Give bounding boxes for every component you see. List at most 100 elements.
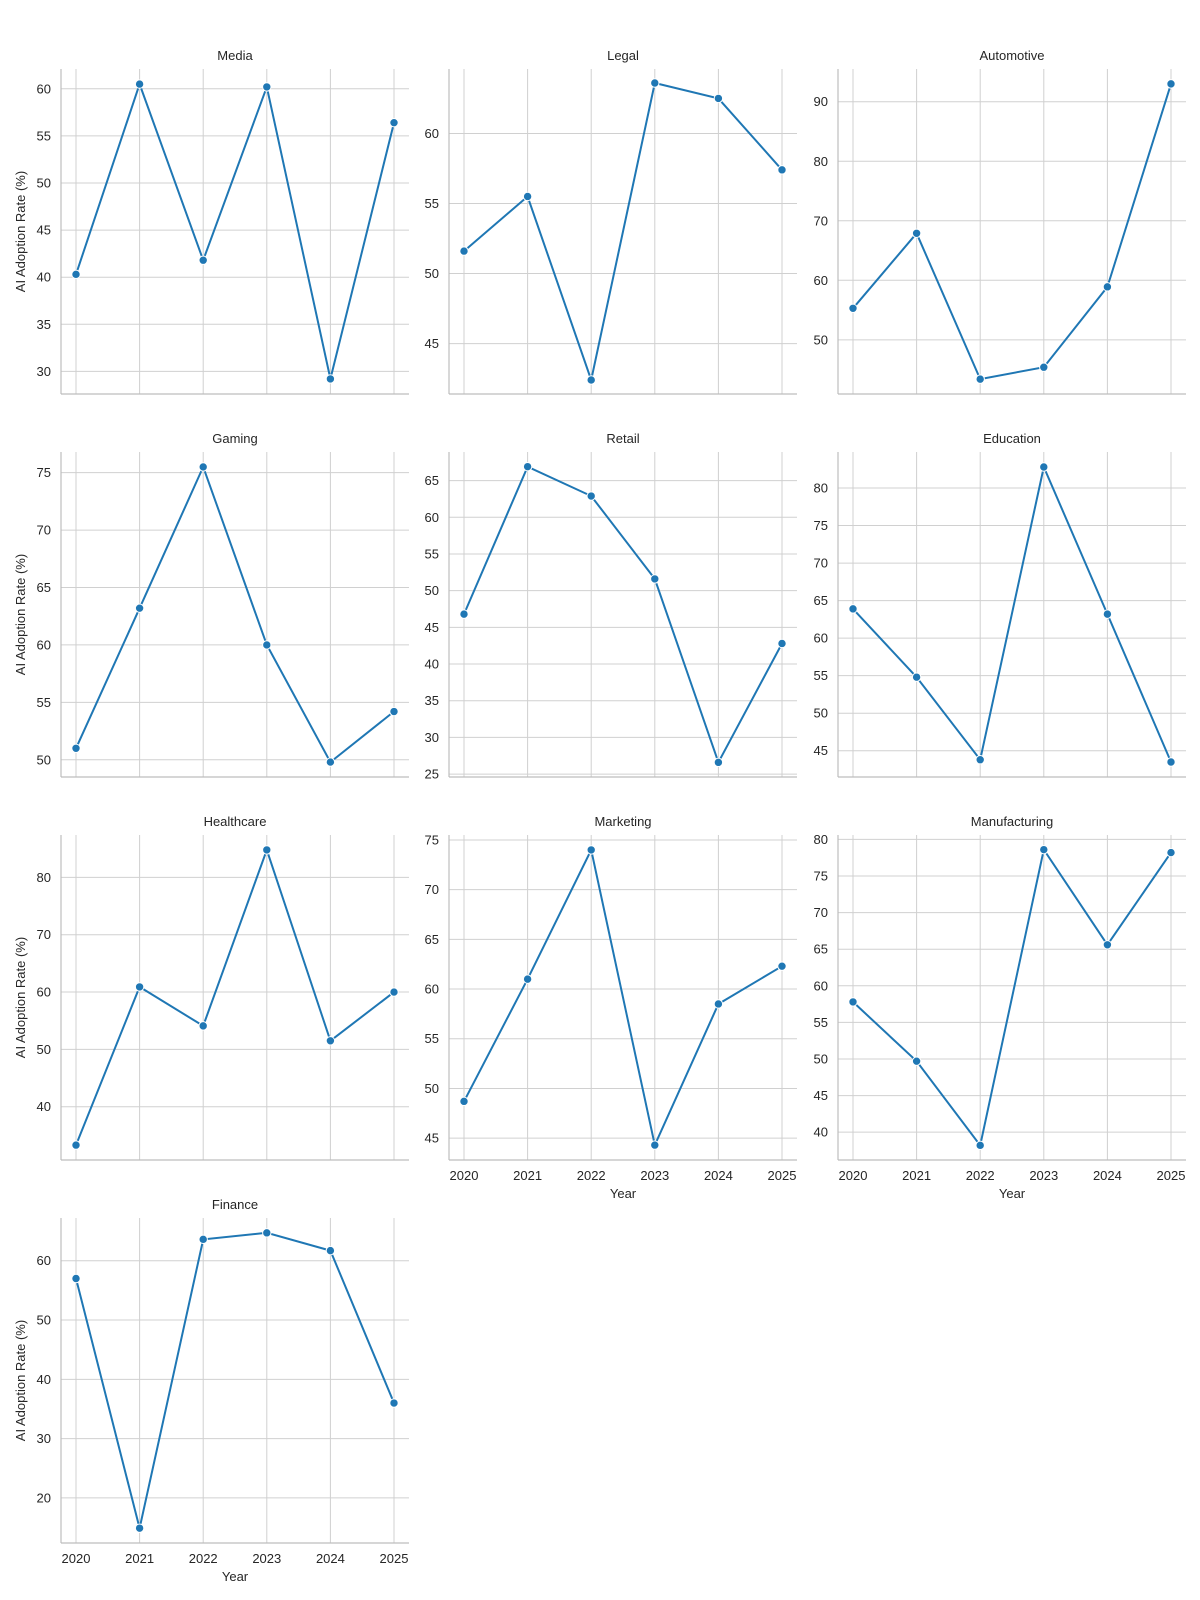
y-tick-label: 70 [425, 882, 439, 897]
panel-education: 45 50 55 60 65 70 75 80 Education [814, 431, 1186, 778]
y-tick-label: 60 [814, 978, 828, 993]
panel-legal: 45 50 55 60 Legal [425, 48, 797, 395]
data-point [198, 1234, 208, 1245]
series-line [75, 464, 395, 764]
data-point [134, 603, 145, 613]
y-tick-label: 45 [814, 743, 828, 758]
data-point [650, 1140, 660, 1150]
data-point [1039, 844, 1049, 855]
y-tick-label: 50 [37, 1313, 51, 1328]
x-tick-label: 2025 [1157, 1168, 1186, 1183]
data-point [713, 999, 724, 1009]
y-tick-label: 65 [814, 942, 828, 957]
panel-title: Education [983, 431, 1041, 446]
series-line [75, 81, 395, 380]
data-point [198, 1021, 208, 1031]
panel-title: Finance [212, 1197, 258, 1212]
y-tick-label: 70 [814, 905, 828, 920]
y-tick-label: 40 [37, 1099, 51, 1114]
y-tick-label: 55 [814, 668, 828, 683]
panel-healthcare: 40 50 60 70 80 Healthcare AI Adoption Rate (%) [13, 814, 409, 1161]
y-axis-label: AI Adoption Rate (%) [13, 554, 28, 675]
data-point [975, 1140, 985, 1151]
y-tick-label: 50 [425, 583, 439, 598]
y-tick-label: 60 [425, 126, 439, 141]
y-tick-label: 60 [814, 273, 828, 288]
y-tick-label: 50 [814, 1051, 828, 1066]
x-axis-label: Year [222, 1569, 249, 1584]
data-point [1166, 79, 1176, 89]
x-tick-label: 2020 [450, 1168, 479, 1183]
series-line [463, 465, 783, 765]
y-tick-label: 60 [37, 637, 51, 652]
data-point [777, 638, 787, 649]
data-point [198, 255, 208, 265]
y-tick-label: 65 [425, 473, 439, 488]
data-point [134, 982, 145, 992]
panel-title: Gaming [212, 431, 258, 446]
data-point [325, 1036, 336, 1046]
y-tick-label: 45 [425, 620, 439, 635]
data-point [71, 1140, 81, 1150]
data-point [325, 1245, 336, 1256]
x-tick-label: 2021 [902, 1168, 931, 1183]
y-tick-label: 60 [37, 985, 51, 1000]
y-tick-label: 20 [37, 1490, 51, 1505]
panel-title: Manufacturing [971, 814, 1053, 829]
x-tick-label: 2022 [966, 1168, 995, 1183]
data-point [586, 845, 596, 855]
panel-title: Automotive [979, 48, 1044, 63]
panel-retail: 25 30 35 40 45 50 55 60 65 Retail [425, 431, 797, 782]
panel-title: Media [217, 48, 253, 63]
data-point [1102, 940, 1113, 950]
y-tick-label: 40 [37, 1372, 51, 1387]
x-tick-label: 2022 [577, 1168, 606, 1183]
y-tick-label: 50 [37, 752, 51, 767]
y-axis-label: AI Adoption Rate (%) [13, 171, 28, 292]
series-line [852, 847, 1172, 1148]
series-line [852, 83, 1172, 381]
y-tick-label: 70 [37, 523, 51, 538]
data-point [1039, 462, 1049, 472]
panel-automotive: 50 60 70 80 90 Automotive [814, 48, 1186, 395]
y-tick-label: 60 [425, 510, 439, 525]
data-point [1039, 362, 1049, 372]
data-point [459, 246, 469, 256]
data-point [1166, 757, 1176, 767]
y-tick-label: 50 [425, 1081, 439, 1096]
y-tick-label: 45 [425, 336, 439, 351]
y-tick-label: 50 [37, 1042, 51, 1057]
data-point [777, 961, 787, 971]
panel-marketing: 45 50 55 60 65 70 75 Marketing 2020 2021 2022 2023 2… [425, 814, 797, 1201]
x-tick-label: 2022 [189, 1551, 218, 1566]
data-point [389, 706, 399, 717]
data-point [713, 93, 724, 104]
y-tick-label: 50 [814, 706, 828, 721]
data-point [650, 78, 660, 88]
y-tick-label: 30 [37, 1431, 51, 1446]
y-tick-label: 70 [814, 556, 828, 571]
y-tick-label: 55 [425, 546, 439, 561]
y-tick-label: 75 [814, 518, 828, 533]
data-point [325, 374, 336, 384]
y-tick-label: 40 [37, 270, 51, 285]
panel-title: Legal [607, 48, 639, 63]
y-tick-label: 80 [37, 870, 51, 885]
data-point [71, 269, 81, 280]
data-point [522, 191, 533, 202]
data-point [522, 461, 533, 472]
data-point [71, 1273, 81, 1284]
y-tick-label: 55 [37, 128, 51, 143]
series-line [75, 1231, 395, 1529]
y-tick-label: 90 [814, 94, 828, 109]
x-tick-label: 2023 [252, 1551, 281, 1566]
y-tick-label: 75 [425, 832, 439, 847]
data-point [848, 303, 858, 313]
y-tick-label: 70 [37, 927, 51, 942]
y-tick-label: 45 [37, 223, 51, 238]
y-tick-label: 35 [425, 693, 439, 708]
y-tick-label: 55 [814, 1015, 828, 1030]
data-point [848, 604, 858, 614]
data-point [713, 757, 724, 768]
